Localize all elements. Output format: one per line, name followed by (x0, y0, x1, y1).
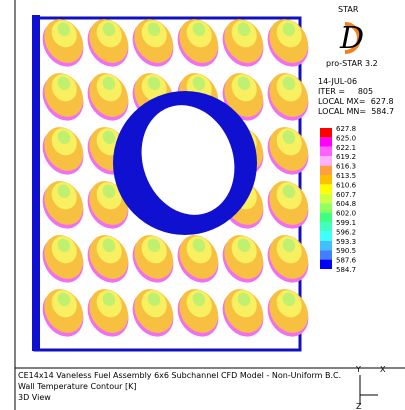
legend-swatch (320, 166, 332, 175)
logo-product: pro-STAR 3.2 (326, 59, 378, 68)
legend-label: 599.1 (336, 219, 356, 227)
legend-swatch (320, 231, 332, 240)
legend-swatch (320, 175, 332, 184)
legend: 627.8625.0 622.1619.2 616.3613.5610.6 607.7… (320, 125, 357, 274)
legend-swatch (320, 260, 332, 269)
legend-swatch (320, 194, 332, 203)
legend-swatch (320, 222, 332, 231)
legend-label: 602.0 (336, 210, 356, 218)
legend-swatch (320, 156, 332, 165)
wall-strip (32, 15, 40, 351)
legend-swatch (320, 241, 332, 250)
legend-label: 616.3 (336, 163, 356, 171)
local-max: LOCAL MX= 627.8 (318, 97, 394, 106)
axis-y-label: Y (355, 365, 361, 374)
logo-brand: STAR (338, 5, 359, 14)
legend-label: 584.7 (336, 266, 356, 274)
screen: STAR D pro-STAR 3.2 14-JUL-06 ITER = 805… (0, 0, 405, 410)
legend-label: 587.6 (336, 257, 357, 265)
legend-swatch (320, 128, 332, 137)
legend-swatch (320, 203, 332, 212)
legend-label: 627.8 (336, 125, 356, 133)
legend-swatch (320, 213, 332, 222)
legend-label: 604.8 (336, 200, 356, 208)
legend-swatch (320, 250, 332, 259)
legend-label: 622.1 (336, 144, 356, 152)
local-min: LOCAL MN= 584.7 (318, 107, 394, 116)
logo-letter: D (339, 21, 364, 56)
legend-swatch (320, 147, 332, 156)
caption-line: CE14x14 Vaneless Fuel Assembly 6x6 Subch… (18, 371, 341, 380)
legend-label: 607.7 (336, 191, 356, 199)
legend-swatch (320, 137, 332, 146)
legend-label: 590.5 (336, 247, 356, 255)
date: 14-JUL-06 (318, 77, 357, 86)
caption-line: Wall Temperature Contour [K] (18, 382, 136, 391)
legend-label: 613.5 (336, 172, 356, 180)
legend-swatch (320, 184, 332, 193)
iteration: ITER = 805 (318, 87, 373, 96)
axis-x-label: X (380, 365, 386, 374)
legend-label: 596.2 (336, 228, 356, 236)
legend-label: 619.2 (336, 153, 356, 161)
legend-label: 625.0 (336, 134, 356, 142)
axis-z-label: Z (356, 402, 362, 410)
legend-label: 593.3 (336, 238, 356, 246)
legend-label: 610.6 (336, 181, 357, 189)
caption-line: 3D View (18, 393, 51, 402)
